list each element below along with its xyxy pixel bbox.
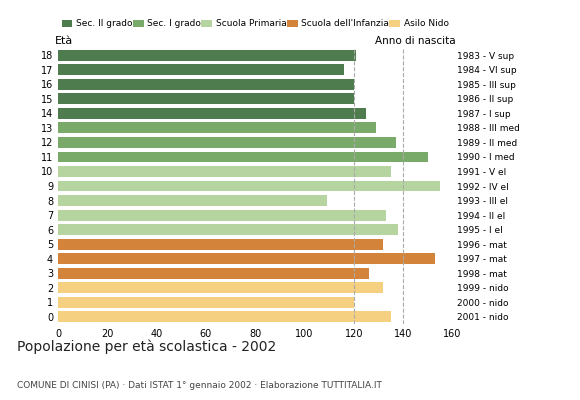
Bar <box>58 64 344 75</box>
Bar <box>58 122 376 133</box>
Bar <box>58 253 435 264</box>
Text: Anno di nascita: Anno di nascita <box>375 36 455 46</box>
Bar <box>58 79 354 90</box>
Bar <box>58 224 398 235</box>
Bar <box>58 152 428 162</box>
Bar <box>58 210 386 220</box>
Bar <box>58 297 354 308</box>
Bar <box>58 195 327 206</box>
Legend: Sec. II grado, Sec. I grado, Scuola Primaria, Scuola dell'Infanzia, Asilo Nido: Sec. II grado, Sec. I grado, Scuola Prim… <box>58 16 452 32</box>
Bar <box>58 311 391 322</box>
Text: Età: Età <box>55 36 73 46</box>
Bar <box>58 50 356 61</box>
Bar <box>58 239 383 250</box>
Bar <box>58 282 383 293</box>
Bar <box>58 108 366 119</box>
Bar <box>58 137 396 148</box>
Text: COMUNE DI CINISI (PA) · Dati ISTAT 1° gennaio 2002 · Elaborazione TUTTITALIA.IT: COMUNE DI CINISI (PA) · Dati ISTAT 1° ge… <box>17 381 382 390</box>
Bar <box>58 166 391 177</box>
Bar <box>58 180 440 192</box>
Bar <box>58 93 354 104</box>
Text: Popolazione per età scolastica - 2002: Popolazione per età scolastica - 2002 <box>17 340 277 354</box>
Bar <box>58 268 369 279</box>
